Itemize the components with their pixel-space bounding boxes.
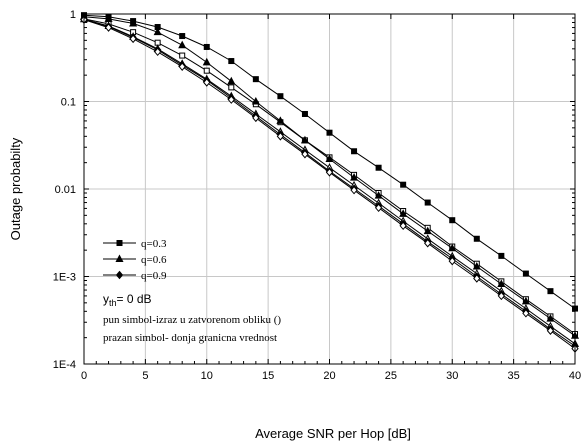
series-point xyxy=(522,309,530,318)
x-tick-label: 25 xyxy=(385,370,397,382)
x-tick-label: 40 xyxy=(569,370,581,382)
note-empty-symbol: prazan simbol- donja granicna vrednost xyxy=(103,332,277,344)
legend-entry: q=0.3 xyxy=(103,238,167,250)
yth-value: = 0 dB xyxy=(117,292,152,306)
series-q03-filled xyxy=(81,12,578,312)
series-point xyxy=(228,84,235,91)
series-point xyxy=(104,23,113,32)
series-point xyxy=(325,154,334,163)
series-point xyxy=(203,43,210,50)
note-filled-symbol: pun simbol-izraz u zatvorenom obliku () xyxy=(103,314,281,326)
series-point xyxy=(178,62,186,71)
series-point xyxy=(448,256,456,266)
series-point xyxy=(252,76,259,83)
series-point xyxy=(546,314,555,322)
series-point xyxy=(350,185,358,195)
series-point xyxy=(153,47,162,57)
series-point xyxy=(449,217,456,224)
series-point xyxy=(374,191,383,199)
yth-base: y xyxy=(103,292,109,306)
legend-label: q=0.3 xyxy=(141,238,167,250)
series-point xyxy=(497,279,506,288)
legend: q=0.3 q=0.6 q=0.9 xyxy=(103,238,167,282)
series-point xyxy=(179,33,186,40)
series-point xyxy=(522,270,529,277)
series-q09-open xyxy=(80,15,579,353)
series-point xyxy=(276,116,285,124)
x-tick-label: 0 xyxy=(81,370,87,382)
series-point xyxy=(399,221,407,231)
y-tick-label: 1 xyxy=(70,9,76,21)
grid-lines xyxy=(83,13,576,365)
series-point xyxy=(351,148,358,155)
y-tick-label: 0.01 xyxy=(55,184,76,196)
yth-annotation: yth= 0 dB xyxy=(103,292,152,308)
series-point xyxy=(153,27,162,36)
series-point xyxy=(498,252,505,259)
series-point xyxy=(277,93,284,100)
series-point xyxy=(227,76,236,85)
x-tick-label: 10 xyxy=(201,370,213,382)
series-point xyxy=(252,113,260,123)
legend-marker xyxy=(115,270,124,280)
series-point xyxy=(203,67,210,74)
series-point xyxy=(129,18,138,27)
tick-labels: 0 5 10 15 20 25 30 35 40 1 0.1 0.01 1E-3 1E-4 xyxy=(53,9,581,382)
series-point xyxy=(301,149,309,159)
x-axis-title: Average SNR per Hop [dB] xyxy=(255,426,411,441)
yth-subscript: th xyxy=(109,298,117,308)
series-point xyxy=(521,296,530,305)
y-tick-label: 1E-4 xyxy=(53,359,76,371)
series-point xyxy=(497,291,506,301)
series-point xyxy=(423,226,432,235)
legend-label: q=0.6 xyxy=(141,254,167,266)
series-point xyxy=(546,326,555,335)
x-tick-label: 30 xyxy=(446,370,458,382)
series-point xyxy=(350,173,359,181)
series-point xyxy=(473,274,481,283)
series-point xyxy=(104,14,113,22)
series-point xyxy=(300,135,309,144)
series-point xyxy=(227,95,235,104)
series-point xyxy=(203,78,211,87)
series-point xyxy=(251,96,260,105)
series-point xyxy=(473,235,480,242)
x-tick-label: 15 xyxy=(262,370,274,382)
x-tick-label: 20 xyxy=(323,370,335,382)
series-point xyxy=(228,58,235,65)
y-tick-label: 0.1 xyxy=(61,97,76,109)
series-layer xyxy=(79,12,580,353)
legend-marker xyxy=(115,254,124,262)
series-point xyxy=(424,199,431,206)
x-tick-label: 5 xyxy=(142,370,148,382)
series-point xyxy=(276,132,285,141)
legend-entry: q=0.6 xyxy=(103,254,167,266)
series-point xyxy=(374,203,383,213)
series-point xyxy=(448,243,457,252)
series-point xyxy=(301,110,308,117)
series-q06-filled xyxy=(79,12,580,339)
y-axis-title: Outage probabilty xyxy=(8,137,23,240)
series-point xyxy=(325,168,334,177)
legend-entry: q=0.9 xyxy=(103,270,167,282)
series-point xyxy=(202,57,211,66)
series-point xyxy=(399,209,408,217)
x-tick-label: 35 xyxy=(508,370,520,382)
y-tick-label: 1E-3 xyxy=(53,272,76,284)
axis-ticks xyxy=(83,13,576,365)
series-point xyxy=(326,129,333,136)
series-point xyxy=(400,181,407,188)
series-point xyxy=(178,40,187,49)
series-point xyxy=(547,288,554,295)
legend-label: q=0.9 xyxy=(141,270,167,282)
series-point xyxy=(179,52,186,59)
series-point xyxy=(424,238,432,248)
legend-marker xyxy=(116,240,123,246)
series-point xyxy=(375,164,382,171)
series-point xyxy=(129,34,137,44)
